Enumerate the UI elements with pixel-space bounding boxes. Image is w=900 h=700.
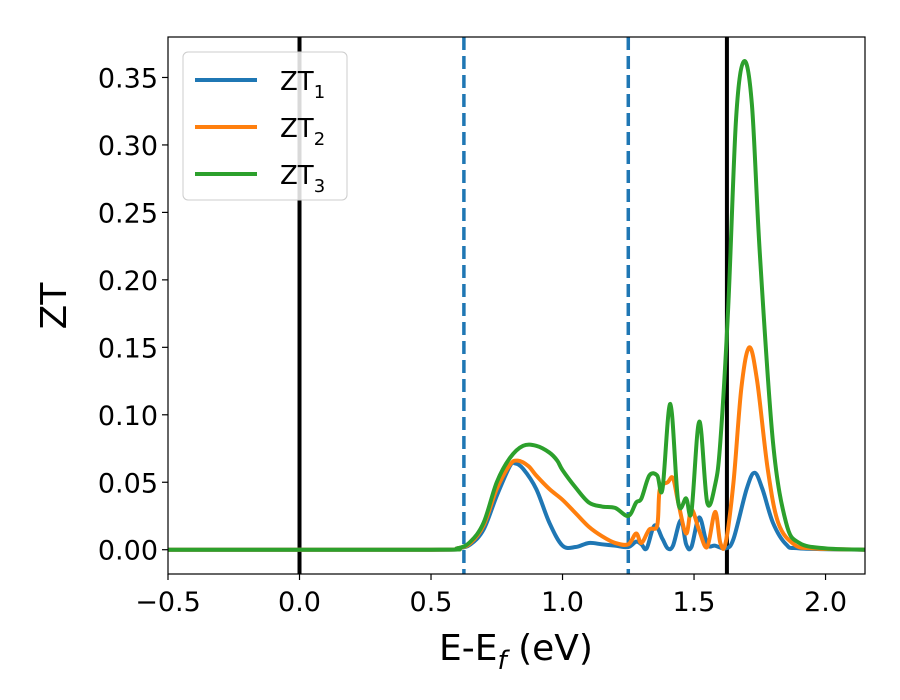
legend-label-zt1: ZT1 <box>280 67 325 103</box>
series-line-zt2 <box>168 345 865 552</box>
x-axis-title: E-Ef (eV) <box>439 628 593 676</box>
y-tick-label: 0.20 <box>98 266 158 297</box>
y-tick-label: 0.15 <box>98 333 158 364</box>
plot-frame <box>167 36 866 575</box>
y-axis-title: ZT <box>34 282 75 330</box>
y-axis-ticks: 0.00 0.05 0.10 0.15 0.20 0.25 0.30 0.35 <box>98 63 168 567</box>
x-tick-label: −0.5 <box>135 587 201 618</box>
legend: ZT1 ZT2 ZT3 <box>182 51 348 201</box>
x-tick-label: 0.5 <box>410 587 453 618</box>
y-tick-label: 0.30 <box>98 131 158 162</box>
legend-label-zt3: ZT3 <box>280 161 325 197</box>
x-axis-ticks: −0.5 0.0 0.5 1.0 1.5 2.0 <box>135 574 847 618</box>
x-tick-label: 2.0 <box>804 587 847 618</box>
y-tick-label: 0.05 <box>98 468 158 499</box>
x-tick-label: 0.0 <box>278 587 321 618</box>
y-tick-label: 0.35 <box>98 63 158 94</box>
series-line-zt3 <box>168 59 865 552</box>
legend-label-zt2: ZT2 <box>280 114 325 150</box>
series-line-zt1 <box>168 460 865 552</box>
y-tick-label: 0.25 <box>98 198 158 229</box>
y-tick-label: 0.10 <box>98 401 158 432</box>
series-lines <box>168 59 865 552</box>
y-tick-label: 0.00 <box>98 536 158 567</box>
x-tick-label: 1.5 <box>673 587 716 618</box>
x-tick-label: 1.0 <box>541 587 584 618</box>
legend-box <box>182 51 348 201</box>
